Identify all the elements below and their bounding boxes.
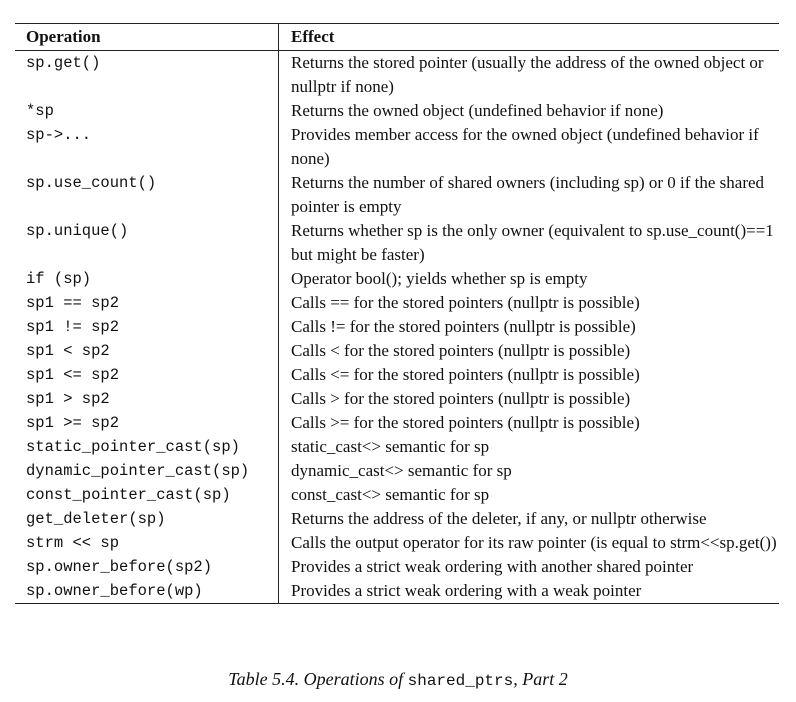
table-row: sp1 <= sp2 Calls <= for the stored pointe… [15, 363, 779, 387]
operation-cell: dynamic_pointer_cast(sp) [15, 459, 279, 483]
operations-table: Operation Effect sp.get() Returns the sto… [15, 23, 779, 604]
effect-cell: Returns the number of shared owners (inc… [291, 173, 765, 216]
operation-cell: sp1 == sp2 [15, 291, 279, 315]
operation-cell: const_pointer_cast(sp) [15, 483, 279, 507]
operation-cell: sp.owner_before(wp) [15, 579, 279, 603]
table-row: dynamic_pointer_cast(sp) dynamic_cast<> s… [15, 459, 779, 483]
table-row: strm << sp Calls the output operator for … [15, 531, 779, 555]
header-effect: Effect [291, 27, 335, 46]
operation-cell: sp->... [15, 123, 279, 171]
operation-cell: sp1 > sp2 [15, 387, 279, 411]
table-row: sp1 >= sp2 Calls >= for the stored pointe… [15, 411, 779, 435]
caption-code: shared_ptrs [407, 672, 514, 690]
effect-cell: Returns the stored pointer (usually the … [291, 53, 764, 96]
effect-cell: Operator bool(); yields whether sp is em… [291, 269, 588, 288]
caption-suffix: , Part 2 [513, 669, 568, 689]
effect-cell: Returns the address of the deleter, if a… [291, 509, 707, 528]
operation-cell: *sp [15, 99, 279, 123]
operation-cell: if (sp) [15, 267, 279, 291]
operation-cell: get_deleter(sp) [15, 507, 279, 531]
header-operation: Operation [15, 24, 279, 50]
table-row: if (sp) Operator bool(); yields whether s… [15, 267, 779, 291]
effect-cell: Calls == for the stored pointers (nullpt… [291, 293, 640, 312]
effect-cell: static_cast<> semantic for sp [291, 437, 490, 456]
table-row: sp.owner_before(wp) Provides a strict wea… [15, 579, 779, 603]
table-row: get_deleter(sp) Returns the address of th… [15, 507, 779, 531]
effect-cell: Provides member access for the owned obj… [291, 125, 759, 168]
table-row: static_pointer_cast(sp) static_cast<> sem… [15, 435, 779, 459]
effect-cell: dynamic_cast<> semantic for sp [291, 461, 512, 480]
table-header-row: Operation Effect [15, 24, 779, 51]
effect-cell: Provides a strict weak ordering with a w… [291, 581, 642, 600]
effect-cell: const_cast<> semantic for sp [291, 485, 490, 504]
table-row: sp1 < sp2 Calls < for the stored pointers… [15, 339, 779, 363]
effect-cell: Provides a strict weak ordering with ano… [291, 557, 694, 576]
effect-cell: Calls the output operator for its raw po… [291, 533, 777, 552]
operation-cell: sp1 < sp2 [15, 339, 279, 363]
table-row: sp1 != sp2 Calls != for the stored pointe… [15, 315, 779, 339]
table-row: sp1 == sp2 Calls == for the stored pointe… [15, 291, 779, 315]
table-row: *sp Returns the owned object (undefined b… [15, 99, 779, 123]
operation-cell: sp1 <= sp2 [15, 363, 279, 387]
operation-cell: static_pointer_cast(sp) [15, 435, 279, 459]
effect-cell: Calls < for the stored pointers (nullptr… [291, 341, 631, 360]
table-row: sp.get() Returns the stored pointer (usua… [15, 51, 779, 99]
table-caption: Table 5.4. Operations of shared_ptrs, Pa… [0, 669, 796, 690]
effect-cell: Calls > for the stored pointers (nullptr… [291, 389, 631, 408]
operation-cell: sp.use_count() [15, 171, 279, 219]
effect-cell: Calls <= for the stored pointers (nullpt… [291, 365, 640, 384]
effect-cell: Calls != for the stored pointers (nullpt… [291, 317, 636, 336]
table-row: sp.owner_before(sp2) Provides a strict we… [15, 555, 779, 579]
operation-cell: sp.unique() [15, 219, 279, 267]
operation-cell: sp1 != sp2 [15, 315, 279, 339]
effect-cell: Calls >= for the stored pointers (nullpt… [291, 413, 640, 432]
table-row: sp.use_count() Returns the number of shar… [15, 171, 779, 219]
table-row: sp.unique() Returns whether sp is the onl… [15, 219, 779, 267]
table-row: const_pointer_cast(sp) const_cast<> seman… [15, 483, 779, 507]
table-row: sp->... Provides member access for the ow… [15, 123, 779, 171]
effect-cell: Returns the owned object (undefined beha… [291, 101, 664, 120]
table-row: sp1 > sp2 Calls > for the stored pointers… [15, 387, 779, 411]
effect-cell: Returns whether sp is the only owner (eq… [291, 221, 774, 264]
caption-prefix: Table 5.4. Operations of [228, 669, 408, 689]
operation-cell: strm << sp [15, 531, 279, 555]
operation-cell: sp.get() [15, 51, 279, 99]
operation-cell: sp1 >= sp2 [15, 411, 279, 435]
operation-cell: sp.owner_before(sp2) [15, 555, 279, 579]
table-body: sp.get() Returns the stored pointer (usua… [15, 51, 779, 603]
